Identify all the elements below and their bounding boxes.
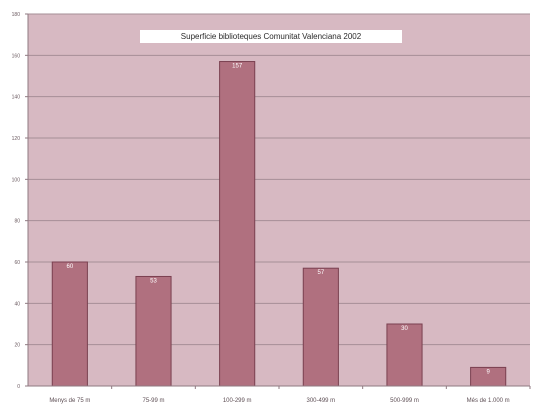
x-category-label: Més de 1.000 m <box>467 398 510 404</box>
x-category-label: 300-499 m <box>306 398 335 404</box>
chart-title: Superficie biblioteques Comunitat Valenc… <box>140 30 402 43</box>
y-tick-label: 40 <box>14 301 20 307</box>
chart-title-text: Superficie biblioteques Comunitat Valenc… <box>181 32 362 41</box>
plot-area <box>28 14 530 386</box>
y-tick-label: 140 <box>12 95 21 101</box>
bar <box>51 261 88 387</box>
x-category-label: Menys de 75 m <box>49 398 90 404</box>
bar-value-label: 157 <box>232 64 243 70</box>
bar-value-label: 57 <box>317 270 324 276</box>
x-category-label: 100-299 m <box>223 398 252 404</box>
x-category-label: 500-999 m <box>390 398 419 404</box>
y-tick-label: 60 <box>14 260 20 266</box>
y-tick-label: 0 <box>17 384 20 390</box>
bar-value-label: 53 <box>150 278 157 284</box>
y-tick-label: 120 <box>12 136 21 142</box>
y-tick-label: 160 <box>12 53 21 59</box>
chart-title-box <box>140 30 402 43</box>
y-axis-ticks: 0 20 40 60 80 100 120 140 160 180 <box>12 12 28 390</box>
bar <box>135 275 172 387</box>
x-category-label: 75-99 m <box>142 398 164 404</box>
y-tick-label: 80 <box>14 219 20 225</box>
bar <box>386 323 423 387</box>
bars <box>51 61 507 387</box>
gridlines <box>28 13 530 346</box>
bar <box>302 267 339 387</box>
bar <box>219 61 256 387</box>
y-tick-label: 180 <box>12 12 21 18</box>
bar-value-label: 30 <box>401 326 408 332</box>
bar-value-label: 60 <box>66 264 73 270</box>
y-tick-label: 20 <box>14 343 20 349</box>
y-tick-label: 100 <box>12 177 21 183</box>
bar-value-label: 9 <box>486 369 490 375</box>
value-labels: 60 53 157 57 30 9 <box>66 64 490 376</box>
